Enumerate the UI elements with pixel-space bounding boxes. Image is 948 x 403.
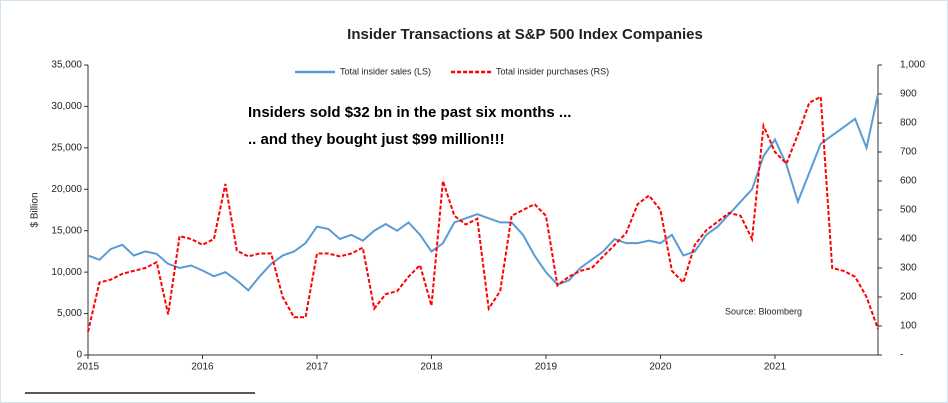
y2-tick-label: 600 (900, 176, 917, 187)
x-tick-label: 2015 (77, 362, 100, 373)
y2-tick-label: - (900, 350, 903, 361)
annotation: Insiders sold $32 bn in the past six mon… (248, 104, 571, 121)
y2-tick-label: 800 (900, 118, 917, 129)
y-tick-label: 25,000 (51, 142, 82, 153)
series-line (87, 93, 879, 292)
y2-tick-label: 200 (900, 292, 917, 303)
y2-tick-label: 100 (900, 321, 917, 332)
y-tick-label: 20,000 (51, 184, 82, 195)
legend-label: Total insider sales (LS) (340, 66, 431, 76)
series-line (87, 95, 879, 333)
legend-label: Total insider purchases (RS) (496, 66, 609, 76)
y2-tick-label: 500 (900, 205, 917, 216)
y-tick-label: 10,000 (51, 267, 82, 278)
y-tick-label: 15,000 (51, 225, 82, 236)
x-tick-label: 2017 (306, 362, 329, 373)
y-tick-label: 5,000 (57, 308, 82, 319)
y2-tick-label: 900 (900, 89, 917, 100)
y-tick-label: 30,000 (51, 101, 82, 112)
x-tick-label: 2020 (649, 362, 672, 373)
y2-tick-label: 400 (900, 234, 917, 245)
annotation: .. and they bought just $99 million!!! (248, 131, 505, 148)
chart-title: Insider Transactions at S&P 500 Index Co… (347, 26, 703, 43)
y2-tick-label: 300 (900, 263, 917, 274)
y-axis-label: $ Billion (30, 192, 41, 227)
y-tick-label: 0 (76, 350, 82, 361)
x-tick-label: 2018 (420, 362, 443, 373)
y2-tick-label: 700 (900, 147, 917, 158)
y2-tick-label: 1,000 (900, 60, 925, 71)
source-note: Source: Bloomberg (725, 306, 802, 316)
x-tick-label: 2021 (764, 362, 787, 373)
x-tick-label: 2016 (191, 362, 214, 373)
x-tick-label: 2019 (535, 362, 558, 373)
y-tick-label: 35,000 (51, 60, 82, 71)
